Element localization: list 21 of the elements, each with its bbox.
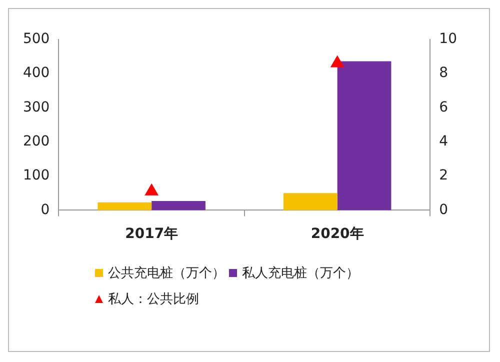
y2-tick-label: 0 bbox=[439, 202, 448, 218]
y-tick-label: 300 bbox=[22, 99, 50, 116]
y2-tick-label: 6 bbox=[439, 99, 448, 116]
y-tick-label: 400 bbox=[22, 65, 50, 82]
bar bbox=[152, 200, 206, 210]
legend-label: 私人充电桩（万个） bbox=[241, 265, 359, 282]
y-tick-label: 0 bbox=[40, 202, 50, 218]
bar bbox=[283, 193, 338, 210]
y2-tick-label: 4 bbox=[439, 134, 448, 150]
legend-label: 公共充电桩（万个） bbox=[107, 265, 225, 282]
bar bbox=[98, 202, 152, 210]
y-tick-label: 200 bbox=[22, 134, 50, 150]
y2-tick-label: 8 bbox=[439, 65, 448, 82]
x-tick-label: 2020年 bbox=[310, 226, 364, 242]
legend-label: 私人：公共比例 bbox=[107, 291, 199, 308]
y-tick-label: 100 bbox=[22, 168, 50, 184]
y-tick-label: 500 bbox=[22, 31, 50, 48]
bar bbox=[337, 61, 392, 210]
y2-tick-label: 2 bbox=[439, 168, 448, 184]
y2-tick-label: 10 bbox=[439, 31, 458, 48]
x-tick-label: 2017年 bbox=[125, 226, 178, 242]
